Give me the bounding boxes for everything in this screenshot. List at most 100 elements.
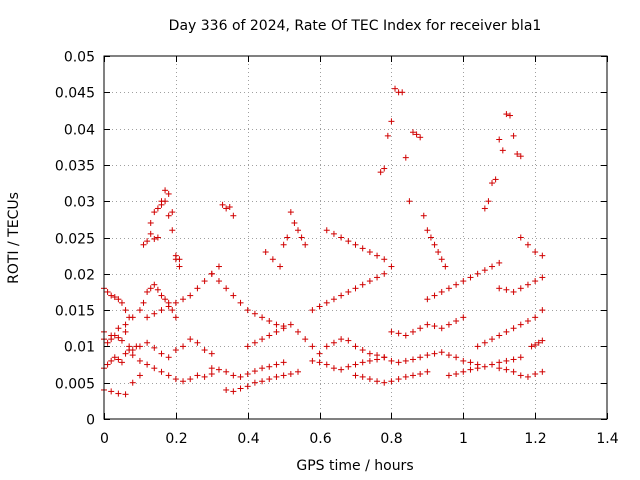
y-tick-labels: 0 0.005 0.01 0.015 0.02 0.025 0.03 0.035 0.04 0.0… — [55, 50, 95, 429]
y-tick-label: 0.03 — [64, 195, 95, 211]
data-point — [165, 372, 172, 379]
data-point — [381, 270, 388, 277]
data-point — [104, 361, 111, 368]
data-point — [237, 385, 244, 392]
data-point — [295, 328, 302, 335]
y-tick-label: 0.02 — [64, 268, 95, 284]
data-point — [445, 285, 452, 292]
data-point — [535, 339, 542, 346]
data-point — [431, 323, 438, 330]
data-point — [154, 205, 161, 212]
data-point — [388, 378, 395, 385]
data-point — [532, 370, 539, 377]
data-point — [496, 259, 503, 266]
data-point — [147, 285, 154, 292]
data-point — [402, 373, 409, 380]
data-point — [251, 339, 258, 346]
data-point — [474, 365, 481, 372]
data-point — [136, 307, 143, 314]
y-tick-label: 0.05 — [64, 50, 95, 66]
data-point — [291, 219, 298, 226]
data-point — [532, 249, 539, 256]
data-point — [510, 356, 517, 363]
data-point — [273, 328, 280, 335]
data-point — [237, 373, 244, 380]
data-point — [162, 187, 169, 194]
data-point — [499, 147, 506, 154]
x-tick-label: 1.2 — [524, 431, 546, 447]
data-point — [517, 372, 524, 379]
data-point — [453, 317, 460, 324]
data-point — [510, 132, 517, 139]
data-point — [438, 256, 445, 263]
x-tick-label: 0.6 — [309, 431, 331, 447]
data-point — [438, 288, 445, 295]
data-point — [517, 321, 524, 328]
data-point — [158, 368, 165, 375]
data-point — [514, 151, 521, 158]
data-point — [442, 263, 449, 270]
data-point — [345, 288, 352, 295]
data-point — [388, 328, 395, 335]
data-point — [388, 263, 395, 270]
data-point — [467, 274, 474, 281]
data-point — [395, 376, 402, 383]
data-point — [392, 85, 399, 92]
data-point — [215, 366, 222, 373]
data-point — [406, 198, 413, 205]
data-point — [194, 285, 201, 292]
data-point — [158, 350, 165, 357]
data-point — [503, 366, 510, 373]
data-point — [395, 359, 402, 366]
data-point — [269, 256, 276, 263]
x-tick-label: 0.4 — [237, 431, 259, 447]
data-point — [402, 154, 409, 161]
data-point — [295, 368, 302, 375]
data-point — [496, 136, 503, 143]
data-point — [187, 336, 194, 343]
data-point — [280, 359, 287, 366]
data-point — [230, 388, 237, 395]
data-point — [539, 252, 546, 259]
data-point — [517, 285, 524, 292]
data-point — [165, 190, 172, 197]
data-point — [115, 334, 122, 341]
x-tick-label: 0.2 — [165, 431, 187, 447]
data-point — [503, 328, 510, 335]
data-point — [345, 238, 352, 245]
data-point — [323, 361, 330, 368]
data-point — [524, 281, 531, 288]
data-point — [208, 365, 215, 372]
data-point — [330, 365, 337, 372]
data-point — [539, 274, 546, 281]
data-point — [388, 357, 395, 364]
data-point — [359, 359, 366, 366]
data-point — [115, 356, 122, 363]
data-point — [323, 227, 330, 234]
grid-lines — [104, 56, 607, 419]
data-point — [169, 209, 176, 216]
data-point — [366, 278, 373, 285]
data-point — [489, 180, 496, 187]
data-point — [165, 303, 172, 310]
data-point — [154, 234, 161, 241]
data-point — [445, 352, 452, 359]
data-point — [223, 205, 230, 212]
data-point — [104, 339, 111, 346]
data-point — [144, 339, 151, 346]
data-point — [273, 321, 280, 328]
data-point — [460, 357, 467, 364]
data-point — [244, 307, 251, 314]
data-point — [266, 317, 273, 324]
data-point — [144, 314, 151, 321]
data-point — [208, 350, 215, 357]
data-point — [244, 383, 251, 390]
data-point — [481, 339, 488, 346]
data-point — [172, 299, 179, 306]
data-point — [338, 292, 345, 299]
data-point — [280, 241, 287, 248]
data-point — [162, 296, 169, 303]
data-point — [445, 372, 452, 379]
data-point — [280, 372, 287, 379]
